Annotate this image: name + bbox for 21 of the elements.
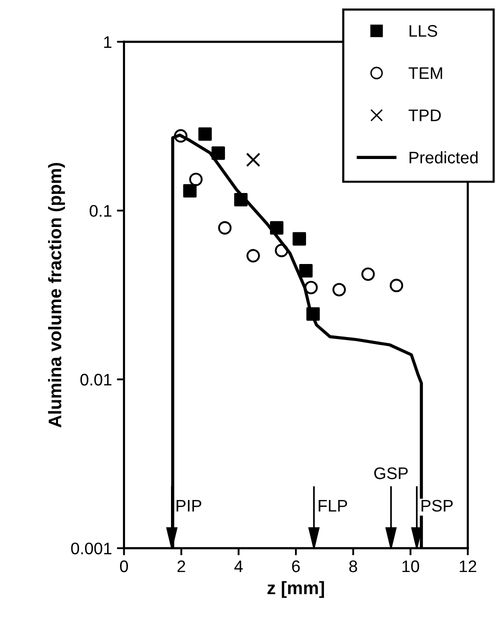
y-tick-label: 0.01 xyxy=(80,374,112,386)
y-tick-label: 1 xyxy=(104,36,112,48)
x-tick-label: 12 xyxy=(460,560,476,572)
x-tick-label: 10 xyxy=(402,560,420,572)
x-tick-label: 6 xyxy=(292,560,300,572)
ref-line-label: PIP xyxy=(176,500,202,512)
legend-label: TPD xyxy=(408,110,441,122)
x-tick-label: 8 xyxy=(349,560,358,572)
ref-line-label: PSP xyxy=(422,500,453,512)
y-axis-title: Alumina volume fraction (ppm) xyxy=(48,162,65,428)
x-tick-label: 0 xyxy=(120,560,128,572)
y-tick-label: 0.1 xyxy=(90,204,112,217)
legend-label: LLS xyxy=(410,25,438,37)
legend-label: Predicted xyxy=(410,151,478,164)
ref-line-label: FLP xyxy=(318,500,348,512)
ref-line-label: GSP xyxy=(374,467,408,480)
x-tick-label: 4 xyxy=(234,560,243,572)
x-tick-label: 2 xyxy=(177,560,186,572)
legend-label: TEM xyxy=(408,67,442,79)
y-tick-label: 0.001 xyxy=(71,542,112,554)
x-axis-title: z [mm] xyxy=(268,581,324,598)
